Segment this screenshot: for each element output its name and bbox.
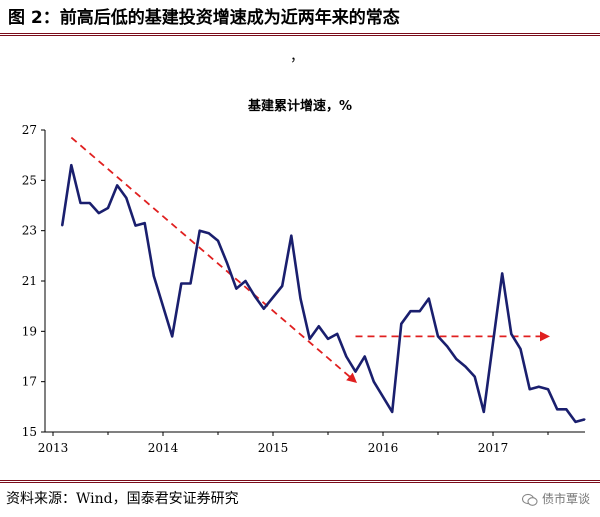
data-point	[308, 338, 311, 340]
y-tick-label: 17	[22, 375, 37, 389]
data-point	[537, 385, 540, 388]
y-tick-label: 23	[22, 224, 37, 238]
y-tick-label: 15	[22, 425, 37, 439]
title-rule	[0, 33, 600, 34]
source-note: 资料来源：Wind，国泰君安证券研究	[6, 491, 239, 507]
data-point	[290, 234, 293, 237]
y-tick-label: 27	[22, 123, 37, 137]
data-point	[143, 222, 146, 225]
data-point	[446, 345, 449, 348]
data-point	[409, 310, 412, 313]
data-point	[583, 418, 586, 421]
data-point	[372, 380, 375, 383]
data-point	[345, 355, 348, 358]
title-rule-thin	[0, 35, 600, 36]
data-point	[217, 239, 219, 242]
data-point	[547, 388, 549, 391]
x-tick-label: 2014	[148, 441, 179, 455]
wechat-icon	[521, 492, 538, 506]
x-tick-label: 2013	[38, 441, 69, 455]
series-line	[60, 163, 586, 424]
data-point	[61, 224, 64, 227]
chart-axes: 15 17 19 21 23 25 27 2013 2014 2015 2016 2017	[22, 123, 585, 455]
chart-annotations	[70, 136, 550, 383]
data-point	[207, 232, 210, 235]
data-point	[262, 307, 265, 310]
data-point	[79, 202, 82, 204]
figure-title: 图 2：前高后低的基建投资增速成为近两年来的常态	[8, 8, 400, 28]
data-point	[473, 375, 476, 378]
x-tick-label: 2017	[478, 441, 509, 455]
stray-punctuation: ，	[290, 49, 304, 65]
data-point	[528, 388, 531, 391]
y-tick-label: 19	[22, 324, 37, 338]
data-point	[189, 282, 192, 285]
data-point	[244, 280, 247, 282]
data-point	[171, 335, 174, 338]
data-point	[391, 411, 394, 413]
data-point	[97, 212, 100, 214]
data-point	[565, 408, 568, 411]
data-point	[226, 262, 229, 265]
data-point	[556, 408, 559, 411]
data-point	[235, 287, 238, 290]
source-rule-thin	[0, 482, 600, 483]
data-point	[253, 295, 256, 297]
data-point	[510, 333, 513, 335]
chart-title: 基建累计增速，%	[247, 98, 352, 114]
data-point	[437, 335, 439, 338]
data-point	[327, 338, 329, 340]
data-point	[400, 322, 403, 325]
data-point	[317, 325, 320, 328]
data-point	[464, 365, 467, 368]
watermark-text: 债市覃谈	[541, 492, 590, 506]
data-point	[180, 282, 183, 285]
data-point	[198, 229, 201, 232]
data-point	[281, 285, 284, 287]
data-point	[299, 297, 302, 300]
data-point	[336, 333, 339, 335]
data-point	[455, 358, 458, 360]
data-point	[88, 202, 91, 204]
data-point	[125, 197, 128, 199]
x-tick-label: 2015	[258, 441, 289, 455]
data-point	[116, 184, 119, 187]
data-point	[107, 207, 109, 209]
y-tick-label: 21	[22, 274, 37, 288]
x-tick-label: 2016	[368, 441, 399, 455]
data-point	[519, 348, 522, 350]
trend-arrow	[70, 136, 358, 383]
source-rule	[0, 480, 600, 481]
data-point	[70, 164, 73, 167]
data-point	[152, 275, 155, 277]
infrastructure-growth-chart: 基建累计增速，% 15 17 19 21 23 25 27 2013 2014 2015 2016 2…	[22, 98, 586, 455]
data-point	[418, 310, 421, 313]
data-point	[354, 370, 357, 373]
data-point	[363, 355, 366, 358]
y-tick-label: 25	[22, 173, 37, 187]
data-point	[574, 421, 577, 423]
data-point	[427, 297, 430, 300]
chart-series	[60, 163, 586, 424]
data-point	[482, 411, 485, 413]
data-point	[134, 224, 137, 227]
data-point	[501, 272, 504, 275]
watermark: 债市覃谈	[521, 488, 590, 510]
